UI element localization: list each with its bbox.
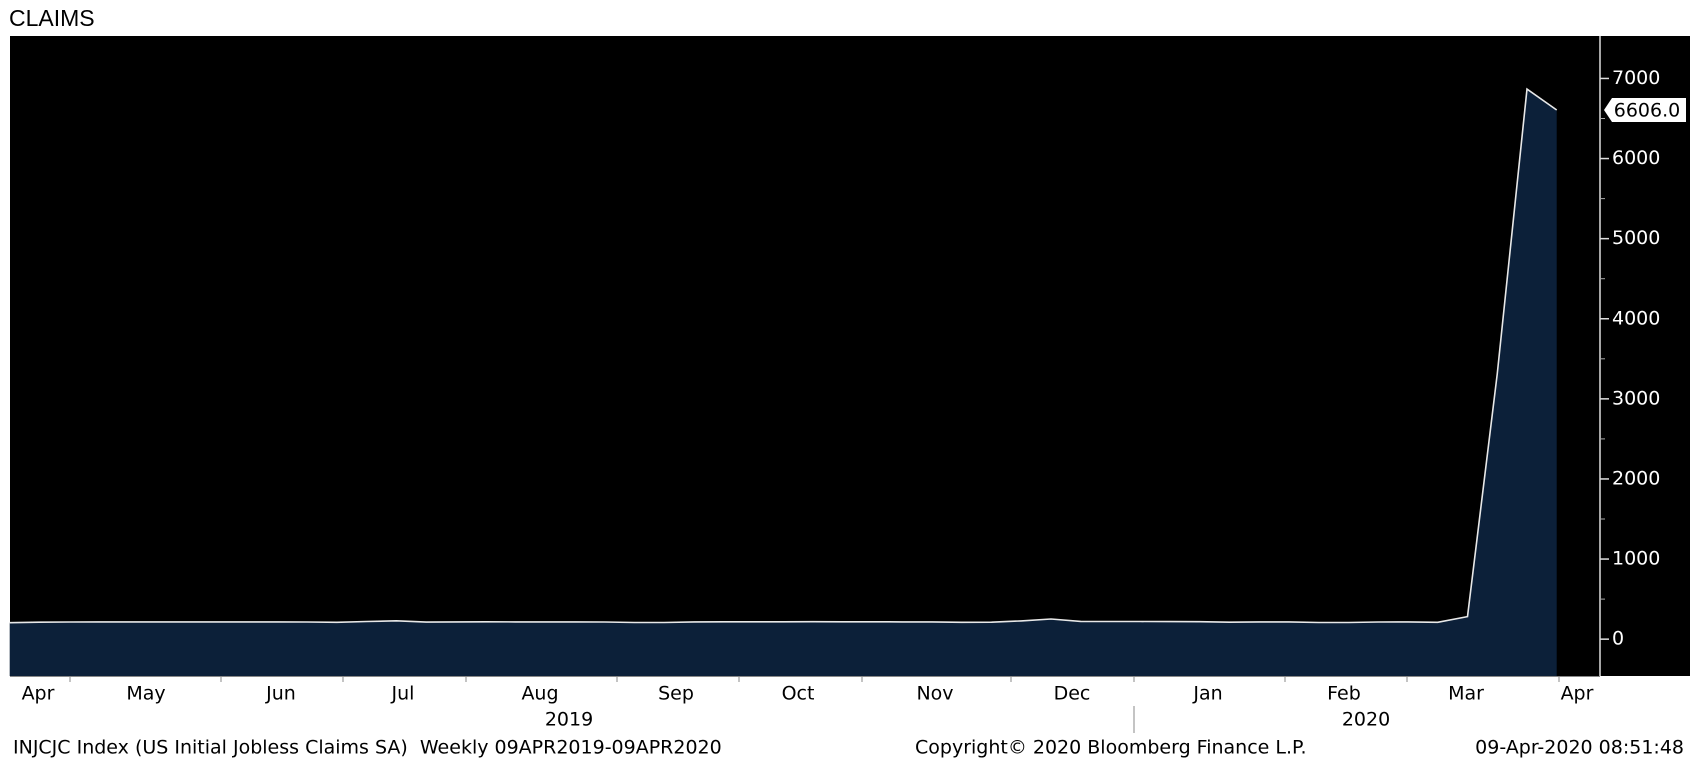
x-tick-label: Apr <box>22 683 55 705</box>
x-tick-label: Sep <box>658 683 694 705</box>
plot-background <box>10 36 1690 676</box>
y-tick-label: 7000 <box>1612 67 1660 89</box>
y-tick-label: 0 <box>1612 628 1624 650</box>
x-tick-label: Nov <box>916 683 953 705</box>
x-tick-label: Mar <box>1448 683 1484 705</box>
x-tick-label: Feb <box>1327 683 1361 705</box>
series-line <box>9 87 1558 624</box>
y-tick-label: 6000 <box>1612 147 1660 169</box>
y-tick-label: 4000 <box>1612 307 1660 329</box>
x-tick-label: May <box>126 683 165 705</box>
x-tick-label: Jan <box>1192 683 1222 705</box>
chart-title: CLAIMS <box>9 5 95 31</box>
year-label: 2020 <box>1342 709 1390 731</box>
y-tick-label: 5000 <box>1612 227 1660 249</box>
last-value-tag <box>1604 98 1686 123</box>
x-tick-label: Oct <box>782 683 815 705</box>
last-value-label: 6606.0 <box>1614 100 1680 122</box>
x-tick-label: Aug <box>521 683 558 705</box>
y-tick-label: 1000 <box>1612 548 1660 570</box>
x-tick-label: Apr <box>1561 683 1594 705</box>
footer-timestamp: 09-Apr-2020 08:51:48 <box>1475 737 1684 759</box>
y-tick-label: 2000 <box>1612 467 1660 489</box>
x-tick-label: Jul <box>391 683 415 705</box>
x-tick-label: Jun <box>265 683 296 705</box>
y-tick-label: 3000 <box>1612 387 1660 409</box>
footer-copyright: Copyright© 2020 Bloomberg Finance L.P. <box>915 737 1307 759</box>
footer-series: INJCJC Index (US Initial Jobless Claims … <box>13 737 722 759</box>
year-label: 2019 <box>545 709 593 731</box>
x-tick-label: Dec <box>1054 683 1091 705</box>
